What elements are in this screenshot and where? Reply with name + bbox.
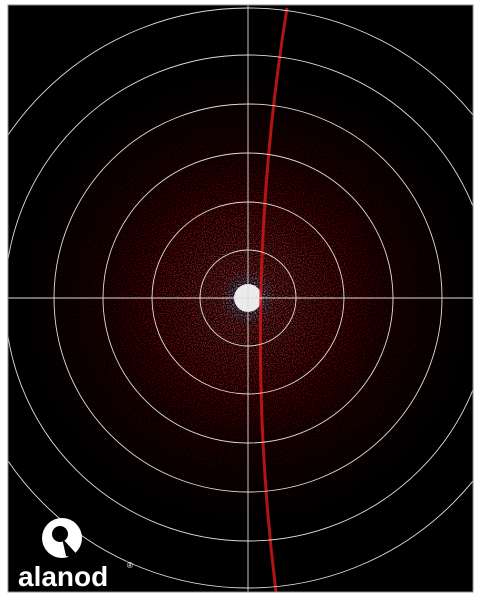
logo-icon-cut bbox=[62, 538, 82, 560]
polar-grid bbox=[8, 5, 473, 592]
frame bbox=[7, 4, 474, 593]
logo-icon-hole bbox=[52, 526, 68, 542]
logo-mark: ® bbox=[127, 561, 133, 570]
logo-text: alanod bbox=[18, 561, 108, 592]
logo: alanod ® bbox=[18, 518, 133, 592]
scatter-arc bbox=[258, 7, 289, 592]
